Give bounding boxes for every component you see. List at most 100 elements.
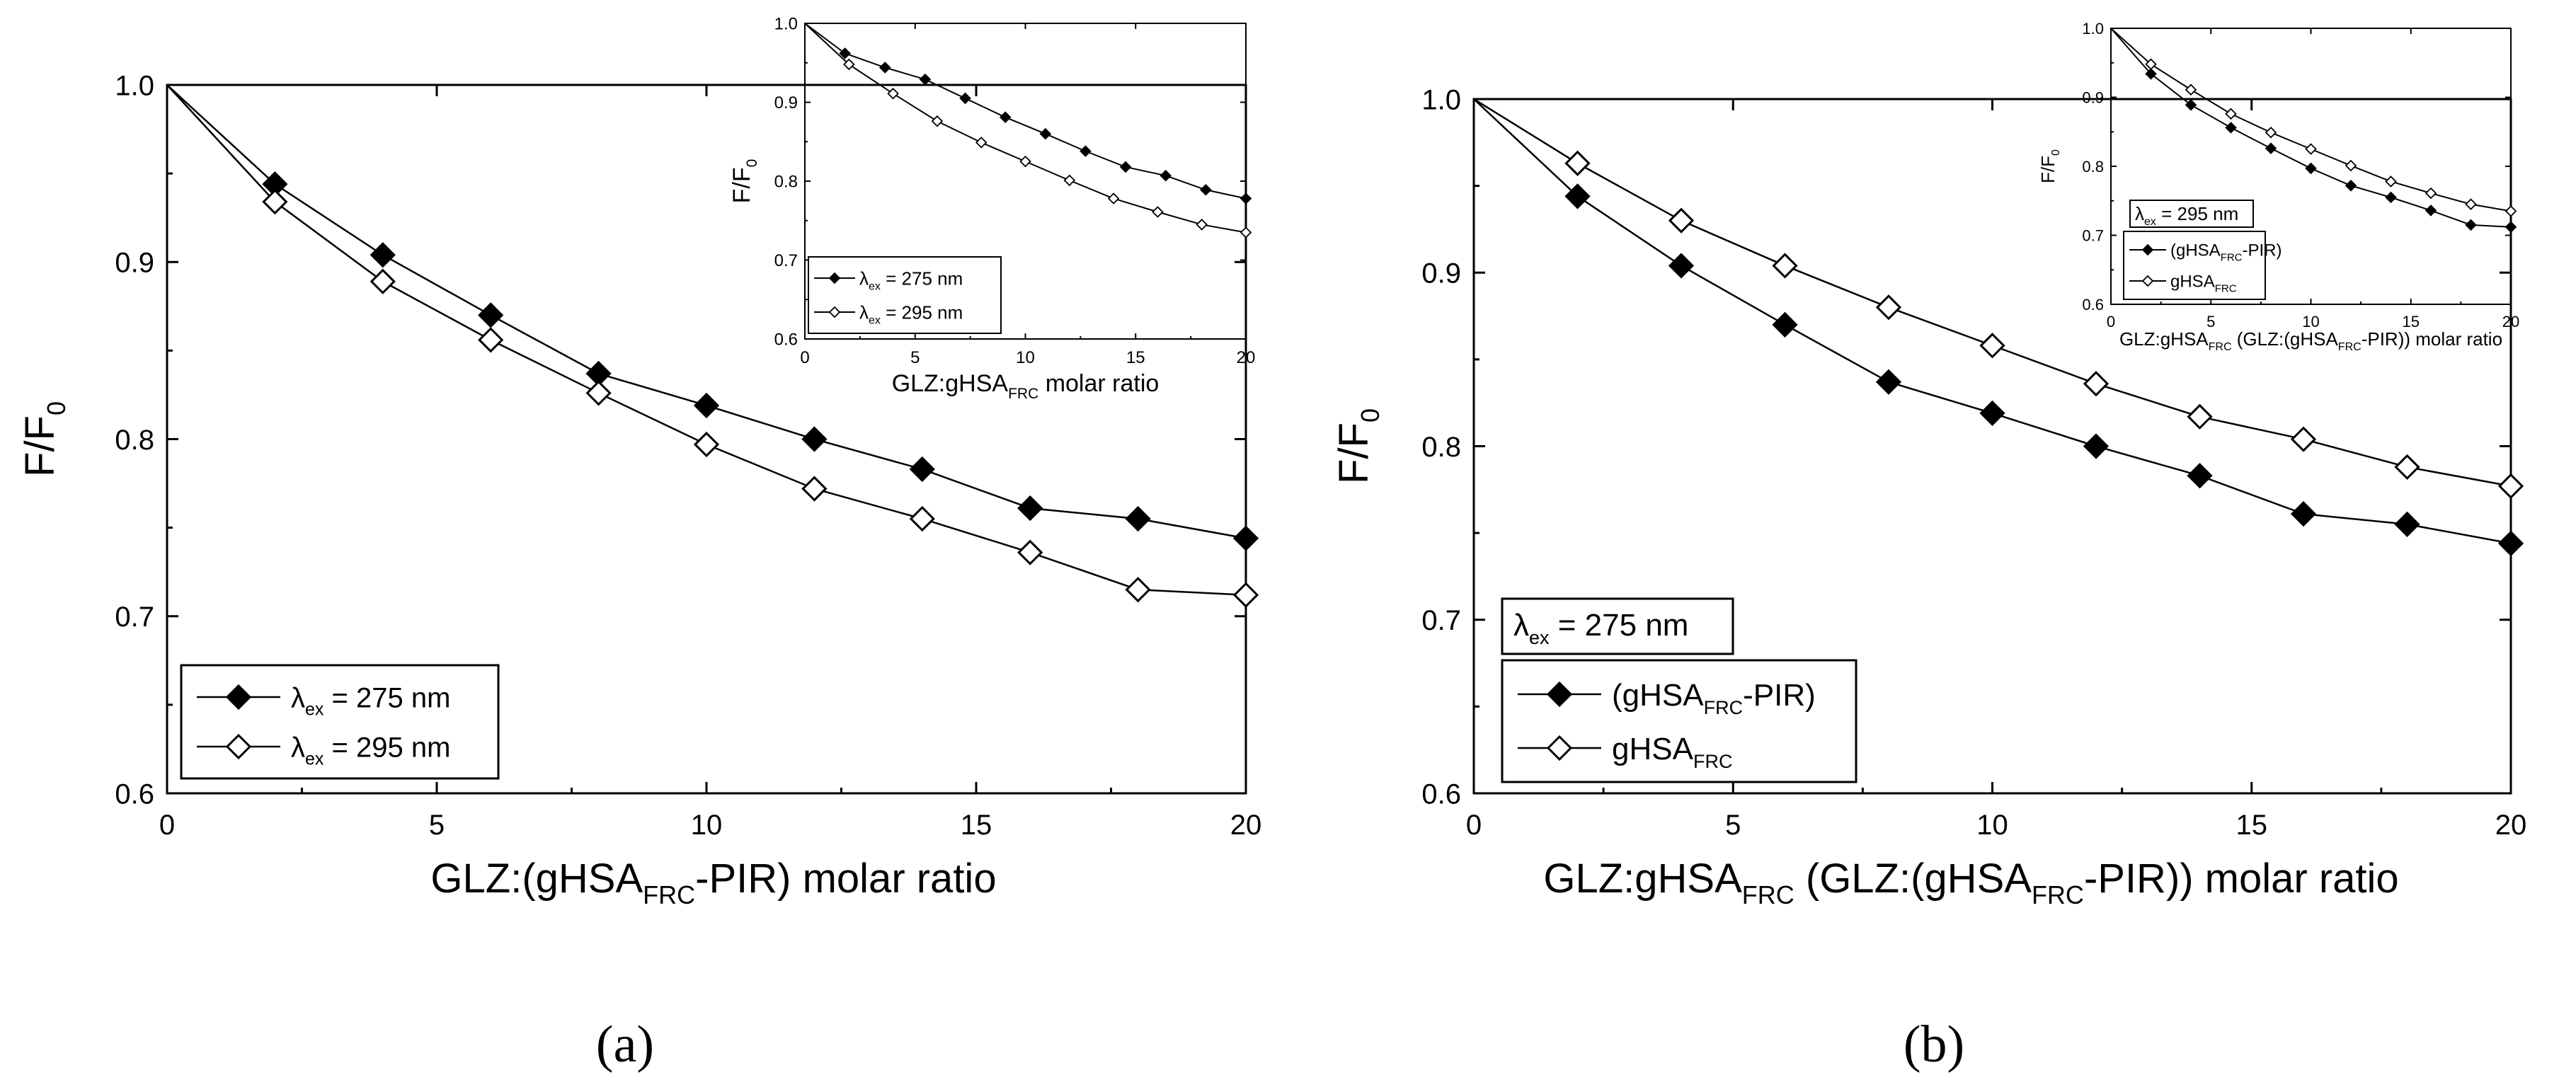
- y-tick-label: 0.7: [115, 602, 154, 633]
- legend-marker: [225, 733, 252, 760]
- legend-marker: [1546, 681, 1573, 708]
- legend-box: [2123, 231, 2266, 300]
- x-axis-label: GLZ:gHSAFRC molar ratio: [892, 370, 1160, 402]
- series-1-point: [1564, 183, 1591, 209]
- series-2-point: [1875, 294, 1902, 321]
- series-2-point: [1019, 155, 1031, 168]
- series-2-point: [2385, 176, 2397, 188]
- series-line-1: [804, 23, 1247, 200]
- series-1-point: [1160, 169, 1172, 182]
- series-2-point: [2083, 371, 2110, 397]
- series-1-point: [1979, 400, 2005, 427]
- x-tick-label: 0: [159, 810, 175, 841]
- series-2-point: [1232, 582, 1259, 608]
- series-1-point: [1772, 311, 1798, 338]
- series-2-point: [1772, 253, 1798, 279]
- series-2-point: [975, 137, 988, 149]
- series-2-point: [2425, 187, 2437, 200]
- series-1-point: [2225, 122, 2237, 134]
- legend-label: λex = 295 nm: [291, 732, 450, 769]
- x-tick-label: 10: [2302, 313, 2319, 330]
- series-2-point: [1063, 174, 1076, 187]
- series-2-point: [2145, 58, 2157, 70]
- series-1-point: [2290, 501, 2317, 527]
- series-1-point: [1232, 525, 1259, 551]
- y-tick-label: 0.8: [1421, 432, 1461, 463]
- series-1-point: [2505, 221, 2517, 234]
- panel-b-label: (b): [1904, 1016, 1964, 1074]
- series-1-point: [1080, 145, 1092, 157]
- series-1-point: [2497, 530, 2524, 556]
- x-axis-label: GLZ:(gHSAFRC-PIR) molar ratio: [430, 856, 996, 909]
- y-tick-label: 0.7: [1421, 605, 1461, 636]
- legend-label: λex = 275 nm: [291, 682, 450, 719]
- x-axis-label: GLZ:gHSAFRC (GLZ:(gHSAFRC-PIR)) molar ra…: [1543, 856, 2398, 909]
- series-2-point: [1152, 206, 1164, 218]
- y-tick-label: 1.0: [1421, 84, 1461, 115]
- y-tick-label: 0.6: [774, 330, 798, 350]
- series-2-point: [887, 87, 899, 100]
- panel-a-label: (a): [596, 1016, 654, 1074]
- series-1-point: [2394, 511, 2420, 537]
- series-1-point: [909, 456, 935, 483]
- x-tick-label: 15: [961, 810, 992, 841]
- series-1-point: [2265, 142, 2277, 154]
- annotation-text: λex = 275 nm: [1513, 608, 1688, 648]
- series-2-point: [2345, 159, 2357, 172]
- series-1-point: [2345, 180, 2357, 192]
- panel-a-inset-chart: 0 5 10 15 20 0.6 0.7 0.8 0.9 1.0 GLZ:gHSAFRC molar…: [728, 15, 1255, 402]
- y-axis-label: F/F0: [728, 159, 760, 204]
- series-2-point: [585, 380, 612, 406]
- y-tick-label: 0.9: [2082, 88, 2104, 106]
- series-2-point: [2505, 205, 2517, 217]
- x-tick-label: 0: [2107, 313, 2115, 330]
- legend-marker: [2141, 243, 2154, 256]
- series-1-point: [1039, 127, 1052, 140]
- series-2-point: [1979, 333, 2005, 359]
- x-tick-label: 20: [2502, 313, 2519, 330]
- series-2-point: [843, 58, 855, 71]
- inset-annotation-box: [2129, 200, 2254, 228]
- y-tick-label: 0.7: [774, 251, 798, 270]
- x-tick-label: 5: [2206, 313, 2215, 330]
- series-1-point: [959, 92, 971, 105]
- panel-b-inset-chart: 0 5 10 15 20 0.6 0.7 0.8 0.9 1.0 GLZ:gHSAFRC (GLZ:…: [2037, 20, 2519, 353]
- series-1-point: [1119, 161, 1132, 173]
- series-2-point: [1017, 539, 1043, 565]
- y-tick-label: 0.6: [2082, 296, 2104, 314]
- y-axis-label: F/F0: [1331, 408, 1385, 484]
- series-2-point: [909, 505, 935, 532]
- series-2-point: [262, 189, 288, 215]
- panel-a-chart: 0 5 10 15 20 0.6 0.7 0.8 0.9 1.0 GLZ:(gHSAFRC-PIR)…: [17, 70, 1261, 909]
- x-tick-label: 20: [2495, 810, 2527, 841]
- series-2-point: [2465, 198, 2477, 210]
- series-1-point: [2465, 219, 2477, 231]
- series-2-point: [2265, 126, 2277, 139]
- series-line-2: [2110, 28, 2512, 212]
- series-1-point: [693, 392, 720, 419]
- y-tick-label: 0.9: [774, 93, 798, 113]
- series-2-point: [931, 115, 944, 127]
- inset-annotation-text: λex = 295 nm: [2135, 203, 2238, 228]
- x-tick-label: 20: [1237, 348, 1256, 367]
- x-tick-label: 20: [1230, 810, 1262, 841]
- series-1-point: [1668, 253, 1695, 279]
- x-tick-label: 5: [429, 810, 445, 841]
- legend-marker: [828, 306, 841, 318]
- x-tick-label: 5: [910, 348, 920, 367]
- legend-marker: [828, 272, 841, 284]
- series-2-point: [370, 268, 396, 294]
- x-tick-label: 10: [1016, 348, 1035, 367]
- series-1-point: [2385, 191, 2397, 204]
- legend-label: λex = 275 nm: [859, 268, 963, 292]
- series-1-point: [2187, 463, 2213, 489]
- x-tick-label: 0: [1466, 810, 1482, 841]
- series-2-point: [801, 476, 828, 502]
- series-1-point: [2083, 433, 2110, 459]
- series-2-point: [478, 327, 504, 353]
- x-tick-label: 5: [1725, 810, 1741, 841]
- series-1-point: [478, 302, 504, 328]
- series-2-point: [2187, 403, 2213, 430]
- series-1-point: [2305, 162, 2317, 175]
- legend-marker: [1546, 735, 1573, 761]
